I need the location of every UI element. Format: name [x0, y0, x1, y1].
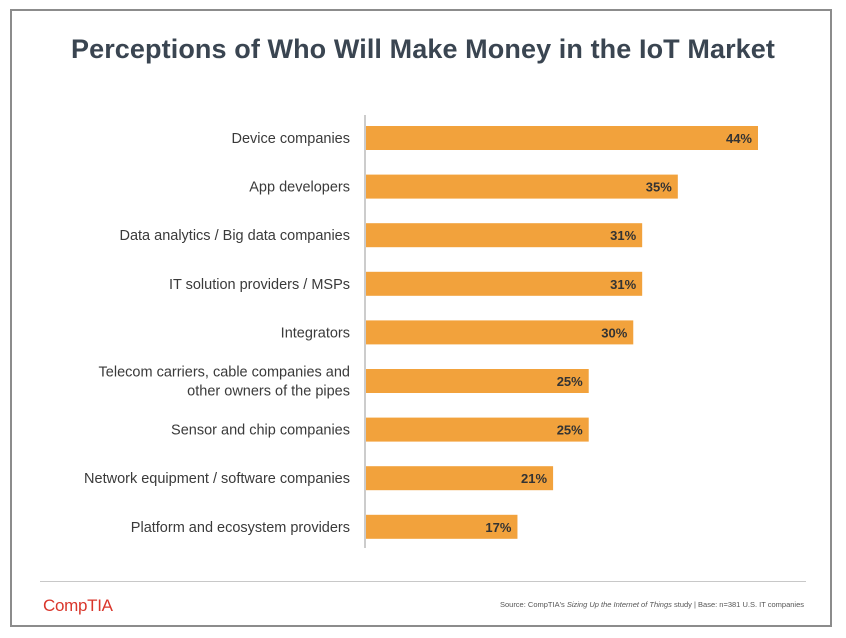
chart-title: Perceptions of Who Will Make Money in th… — [70, 34, 776, 64]
bar-value-label: 17% — [485, 520, 511, 535]
bar — [366, 417, 589, 442]
bar — [366, 369, 589, 393]
footer-divider — [40, 581, 806, 582]
category-label: Telecom carriers, cable companies and oth… — [99, 365, 350, 400]
category-label: Data analytics / Big data companies — [119, 228, 350, 244]
bar — [366, 514, 518, 539]
bar-value-label: 25% — [557, 423, 583, 438]
bar-value-label: 31% — [610, 277, 636, 292]
category-label: App developers — [249, 180, 350, 196]
bar — [366, 466, 554, 491]
bar — [366, 126, 758, 150]
source-note: Source: CompTIA's Sizing Up the Internet… — [500, 600, 804, 609]
bar-value-label: 30% — [601, 325, 627, 340]
bar-value-label: 21% — [521, 471, 547, 486]
category-label: IT solution providers / MSPs — [169, 277, 350, 293]
bar-value-label: 44% — [726, 131, 752, 146]
comptia-logo: CompTIA — [43, 596, 113, 615]
source-study: Sizing Up the Internet of Things — [566, 600, 672, 609]
source-suffix: study | Base: n=381 U.S. IT companies — [671, 600, 804, 609]
category-label: Network equipment / software companies — [84, 471, 350, 487]
category-label: Integrators — [281, 325, 350, 341]
bar-value-label: 35% — [646, 180, 672, 195]
bar — [366, 271, 643, 296]
bar-value-label: 25% — [557, 374, 583, 389]
category-label: Sensor and chip companies — [171, 423, 350, 439]
bar — [366, 320, 634, 345]
bar — [366, 174, 678, 199]
category-label: Platform and ecosystem providers — [131, 520, 350, 536]
category-label: Device companies — [232, 131, 350, 147]
bar — [366, 223, 643, 248]
bar-value-label: 31% — [610, 228, 636, 243]
source-prefix: Source: CompTIA's — [499, 600, 567, 609]
